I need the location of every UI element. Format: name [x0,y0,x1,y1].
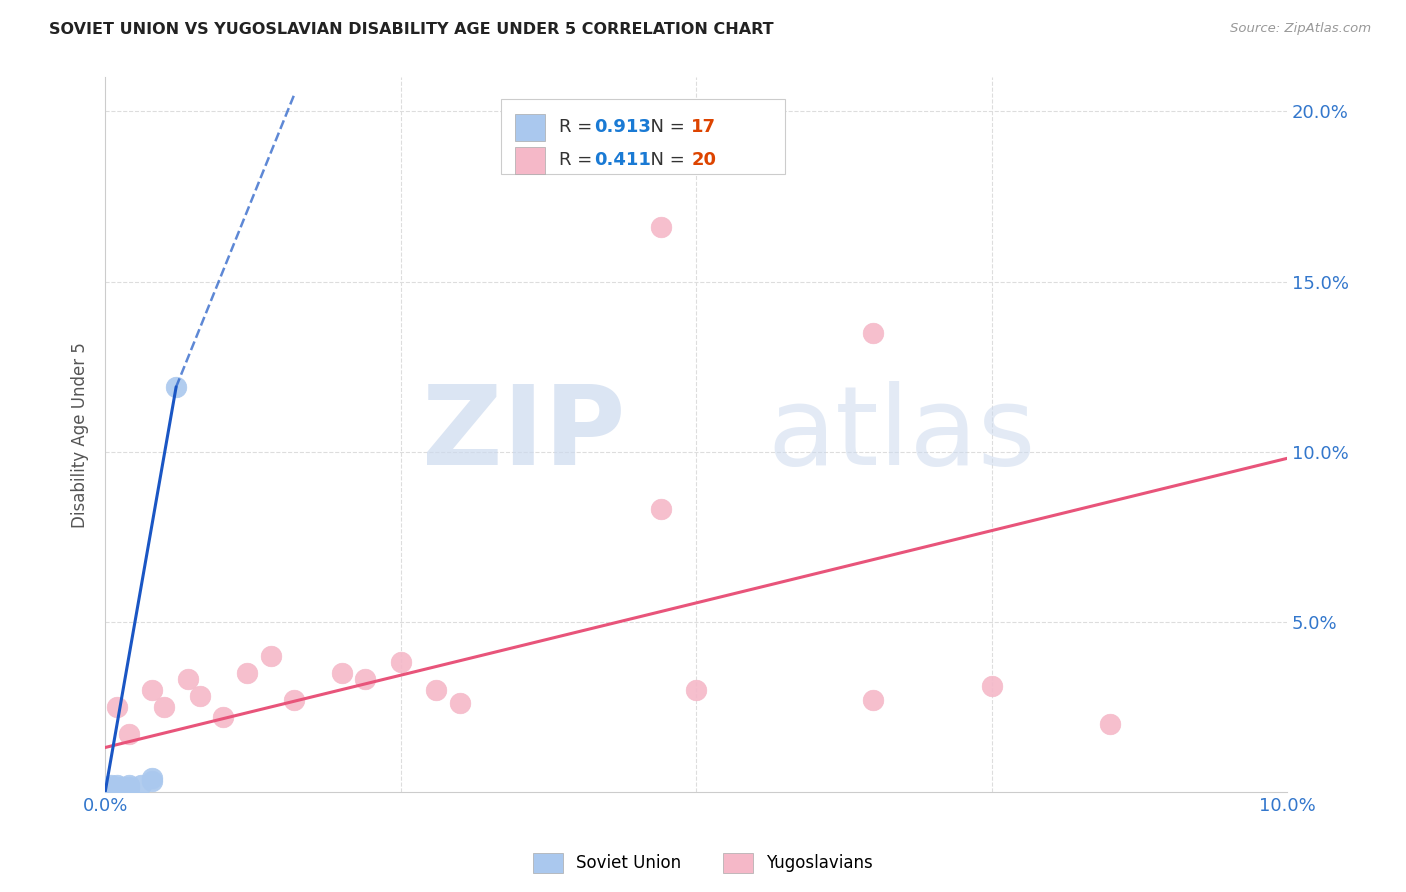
Point [165,380,187,394]
Text: 0.411: 0.411 [595,152,651,169]
Point [118,780,141,794]
Point [105,778,128,792]
Point [141,774,163,789]
Point [212,710,235,724]
Point [100,783,122,797]
Point [685,682,707,697]
Point [100,778,122,792]
Point [862,693,884,707]
FancyBboxPatch shape [515,147,544,174]
Point [111,780,134,794]
Point [650,502,672,516]
FancyBboxPatch shape [515,114,544,141]
Point [111,781,134,796]
Point [188,690,211,704]
Point [118,778,141,792]
Text: 17: 17 [692,119,717,136]
Text: 0.913: 0.913 [595,119,651,136]
Text: 20: 20 [692,152,717,169]
Point [354,673,377,687]
Point [980,679,1002,693]
Text: Source: ZipAtlas.com: Source: ZipAtlas.com [1230,22,1371,36]
Text: R =: R = [560,152,598,169]
Y-axis label: Disability Age Under 5: Disability Age Under 5 [72,342,89,527]
Point [650,220,672,235]
Text: SOVIET UNION VS YUGOSLAVIAN DISABILITY AGE UNDER 5 CORRELATION CHART: SOVIET UNION VS YUGOSLAVIAN DISABILITY A… [49,22,773,37]
Point [425,682,447,697]
Text: N =: N = [640,152,690,169]
Point [100,780,122,794]
Point [260,648,283,663]
Point [105,699,128,714]
Point [236,665,259,680]
Point [283,693,305,707]
Point [105,781,128,796]
Point [449,696,471,710]
Text: ZIP: ZIP [422,381,626,488]
Point [105,780,128,794]
Point [100,781,122,796]
Text: atlas: atlas [768,381,1035,488]
Point [141,771,163,785]
Point [129,778,152,792]
Point [389,656,412,670]
Point [330,665,353,680]
Point [177,673,200,687]
Point [862,326,884,340]
Text: N =: N = [640,119,690,136]
Point [105,783,128,797]
Point [1098,716,1121,731]
Point [153,699,176,714]
Legend: Soviet Union, Yugoslavians: Soviet Union, Yugoslavians [526,847,880,880]
Point [118,727,141,741]
FancyBboxPatch shape [501,99,785,174]
Point [141,682,163,697]
Text: R =: R = [560,119,598,136]
Point [118,781,141,796]
